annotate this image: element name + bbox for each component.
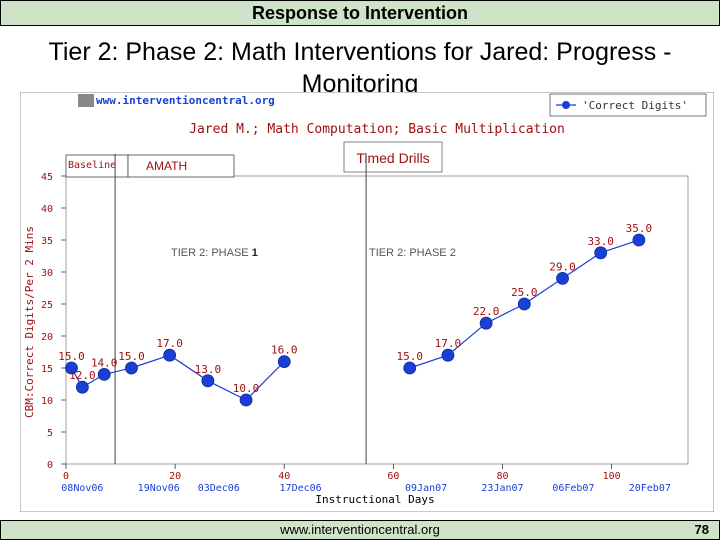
- y-tick-label: 15: [41, 364, 53, 375]
- y-tick-label: 5: [47, 428, 53, 439]
- x-date-label: 08Nov06: [61, 483, 103, 494]
- data-point: [201, 374, 215, 388]
- y-tick-label: 45: [41, 172, 53, 183]
- annotation-tier2-phase1: TIER 2: PHASE 1: [171, 247, 258, 259]
- data-label: 15.0: [396, 350, 423, 363]
- x-ticks: 0 20 40 60 80 100 08Nov06 19Nov06 03Dec06 17Dec06…: [61, 464, 671, 494]
- chart-frame: www.interventioncentral.org 'Correct Dig…: [19, 91, 715, 513]
- data-point: [517, 297, 531, 311]
- data-label: 10.0: [233, 382, 259, 395]
- x-tick-label: 80: [496, 471, 508, 482]
- data-label: 25.0: [511, 286, 538, 299]
- slide-title: Tier 2: Phase 2: Math Interventions for …: [48, 38, 672, 98]
- data-point: [479, 316, 493, 330]
- data-point: [239, 393, 253, 407]
- progress-chart: www.interventioncentral.org 'Correct Dig…: [19, 91, 715, 513]
- y-tick-label: 40: [41, 204, 53, 215]
- slide-header: Response to Intervention: [0, 0, 720, 26]
- phase-label-timed-drills-box: Timed Drills: [343, 141, 443, 173]
- x-date-label: 23Jan07: [481, 483, 523, 494]
- data-label: 15.0: [118, 350, 145, 363]
- data-label: 12.0: [69, 369, 96, 382]
- series-correct-digits: 15.012.014.0 15.017.013.010.016.0 15.017.0…: [58, 222, 653, 407]
- data-point: [65, 361, 78, 375]
- x-tick-label: 20: [169, 471, 181, 482]
- y-tick-label: 0: [47, 460, 53, 471]
- data-label: 16.0: [271, 344, 298, 357]
- x-date-label: 03Dec06: [198, 483, 240, 494]
- data-label: 29.0: [549, 260, 576, 273]
- data-point: [632, 233, 646, 247]
- data-label: 17.0: [435, 337, 462, 350]
- x-axis-label: Instructional Days: [315, 493, 434, 506]
- legend-label: 'Correct Digits': [582, 99, 688, 112]
- x-tick-label: 60: [387, 471, 399, 482]
- page-number: 78: [694, 522, 709, 537]
- legend-marker: [562, 101, 570, 109]
- data-point: [97, 367, 111, 381]
- annotation-tier2-phase1-text: TIER 2: PHASE: [171, 247, 252, 259]
- y-tick-label: 25: [41, 300, 53, 311]
- phase-label-baseline-box: Baseline: [65, 154, 129, 178]
- data-point: [125, 361, 138, 375]
- data-label: 33.0: [587, 235, 614, 248]
- slide-footer: www.interventioncentral.org 78: [0, 520, 720, 540]
- site-logo-text: www.interventioncentral.org: [96, 94, 275, 107]
- slide-header-text: Response to Intervention: [251, 3, 469, 23]
- x-date-label: 09Jan07: [405, 483, 447, 494]
- data-point: [75, 380, 89, 394]
- data-label: 15.0: [58, 350, 85, 363]
- legend: 'Correct Digits': [549, 93, 707, 117]
- x-date-label: 20Feb07: [629, 483, 671, 494]
- data-point: [403, 361, 417, 375]
- data-point: [556, 271, 569, 285]
- x-date-label: 06Feb07: [552, 483, 594, 494]
- plot-area: [65, 175, 689, 465]
- chart-title: Jared M.; Math Computation; Basic Multip…: [189, 122, 565, 137]
- x-date-label: 17Dec06: [280, 483, 322, 494]
- annotation-tier2-phase1-bold: 1: [252, 247, 258, 259]
- data-label: 22.0: [473, 305, 500, 318]
- x-tick-label: 0: [63, 471, 69, 482]
- y-tick-label: 10: [41, 396, 53, 407]
- phase-label-timed-drills: Timed Drills: [356, 150, 429, 166]
- y-ticks: 0 5 10 15 20 25 30 35 40 45: [41, 172, 66, 471]
- data-point: [594, 246, 608, 260]
- data-point: [163, 348, 177, 362]
- phase-label-amath: AMATH: [146, 159, 187, 173]
- data-label: 14.0: [91, 356, 118, 369]
- annotation-tier2-phase2: TIER 2: PHASE 2: [369, 247, 456, 259]
- x-tick-label: 100: [603, 471, 621, 482]
- data-label: 35.0: [626, 222, 653, 235]
- x-date-label: 19Nov06: [138, 483, 180, 494]
- phase-lines: [114, 154, 367, 464]
- data-label: 17.0: [156, 337, 183, 350]
- y-tick-label: 20: [41, 332, 53, 343]
- x-tick-label: 40: [278, 471, 290, 482]
- data-label: 13.0: [195, 363, 222, 376]
- data-point: [441, 348, 455, 362]
- y-tick-label: 35: [41, 236, 53, 247]
- phase-label-amath-box: AMATH: [127, 154, 235, 178]
- site-logo: www.interventioncentral.org: [78, 94, 275, 107]
- phase-label-baseline: Baseline: [68, 160, 116, 171]
- y-axis-label: CBM:Correct Digits/Per 2 Mins: [23, 226, 36, 418]
- y-tick-label: 30: [41, 268, 53, 279]
- legend-box: [549, 93, 707, 117]
- footer-url: www.interventioncentral.org: [280, 522, 440, 537]
- data-point: [277, 355, 291, 369]
